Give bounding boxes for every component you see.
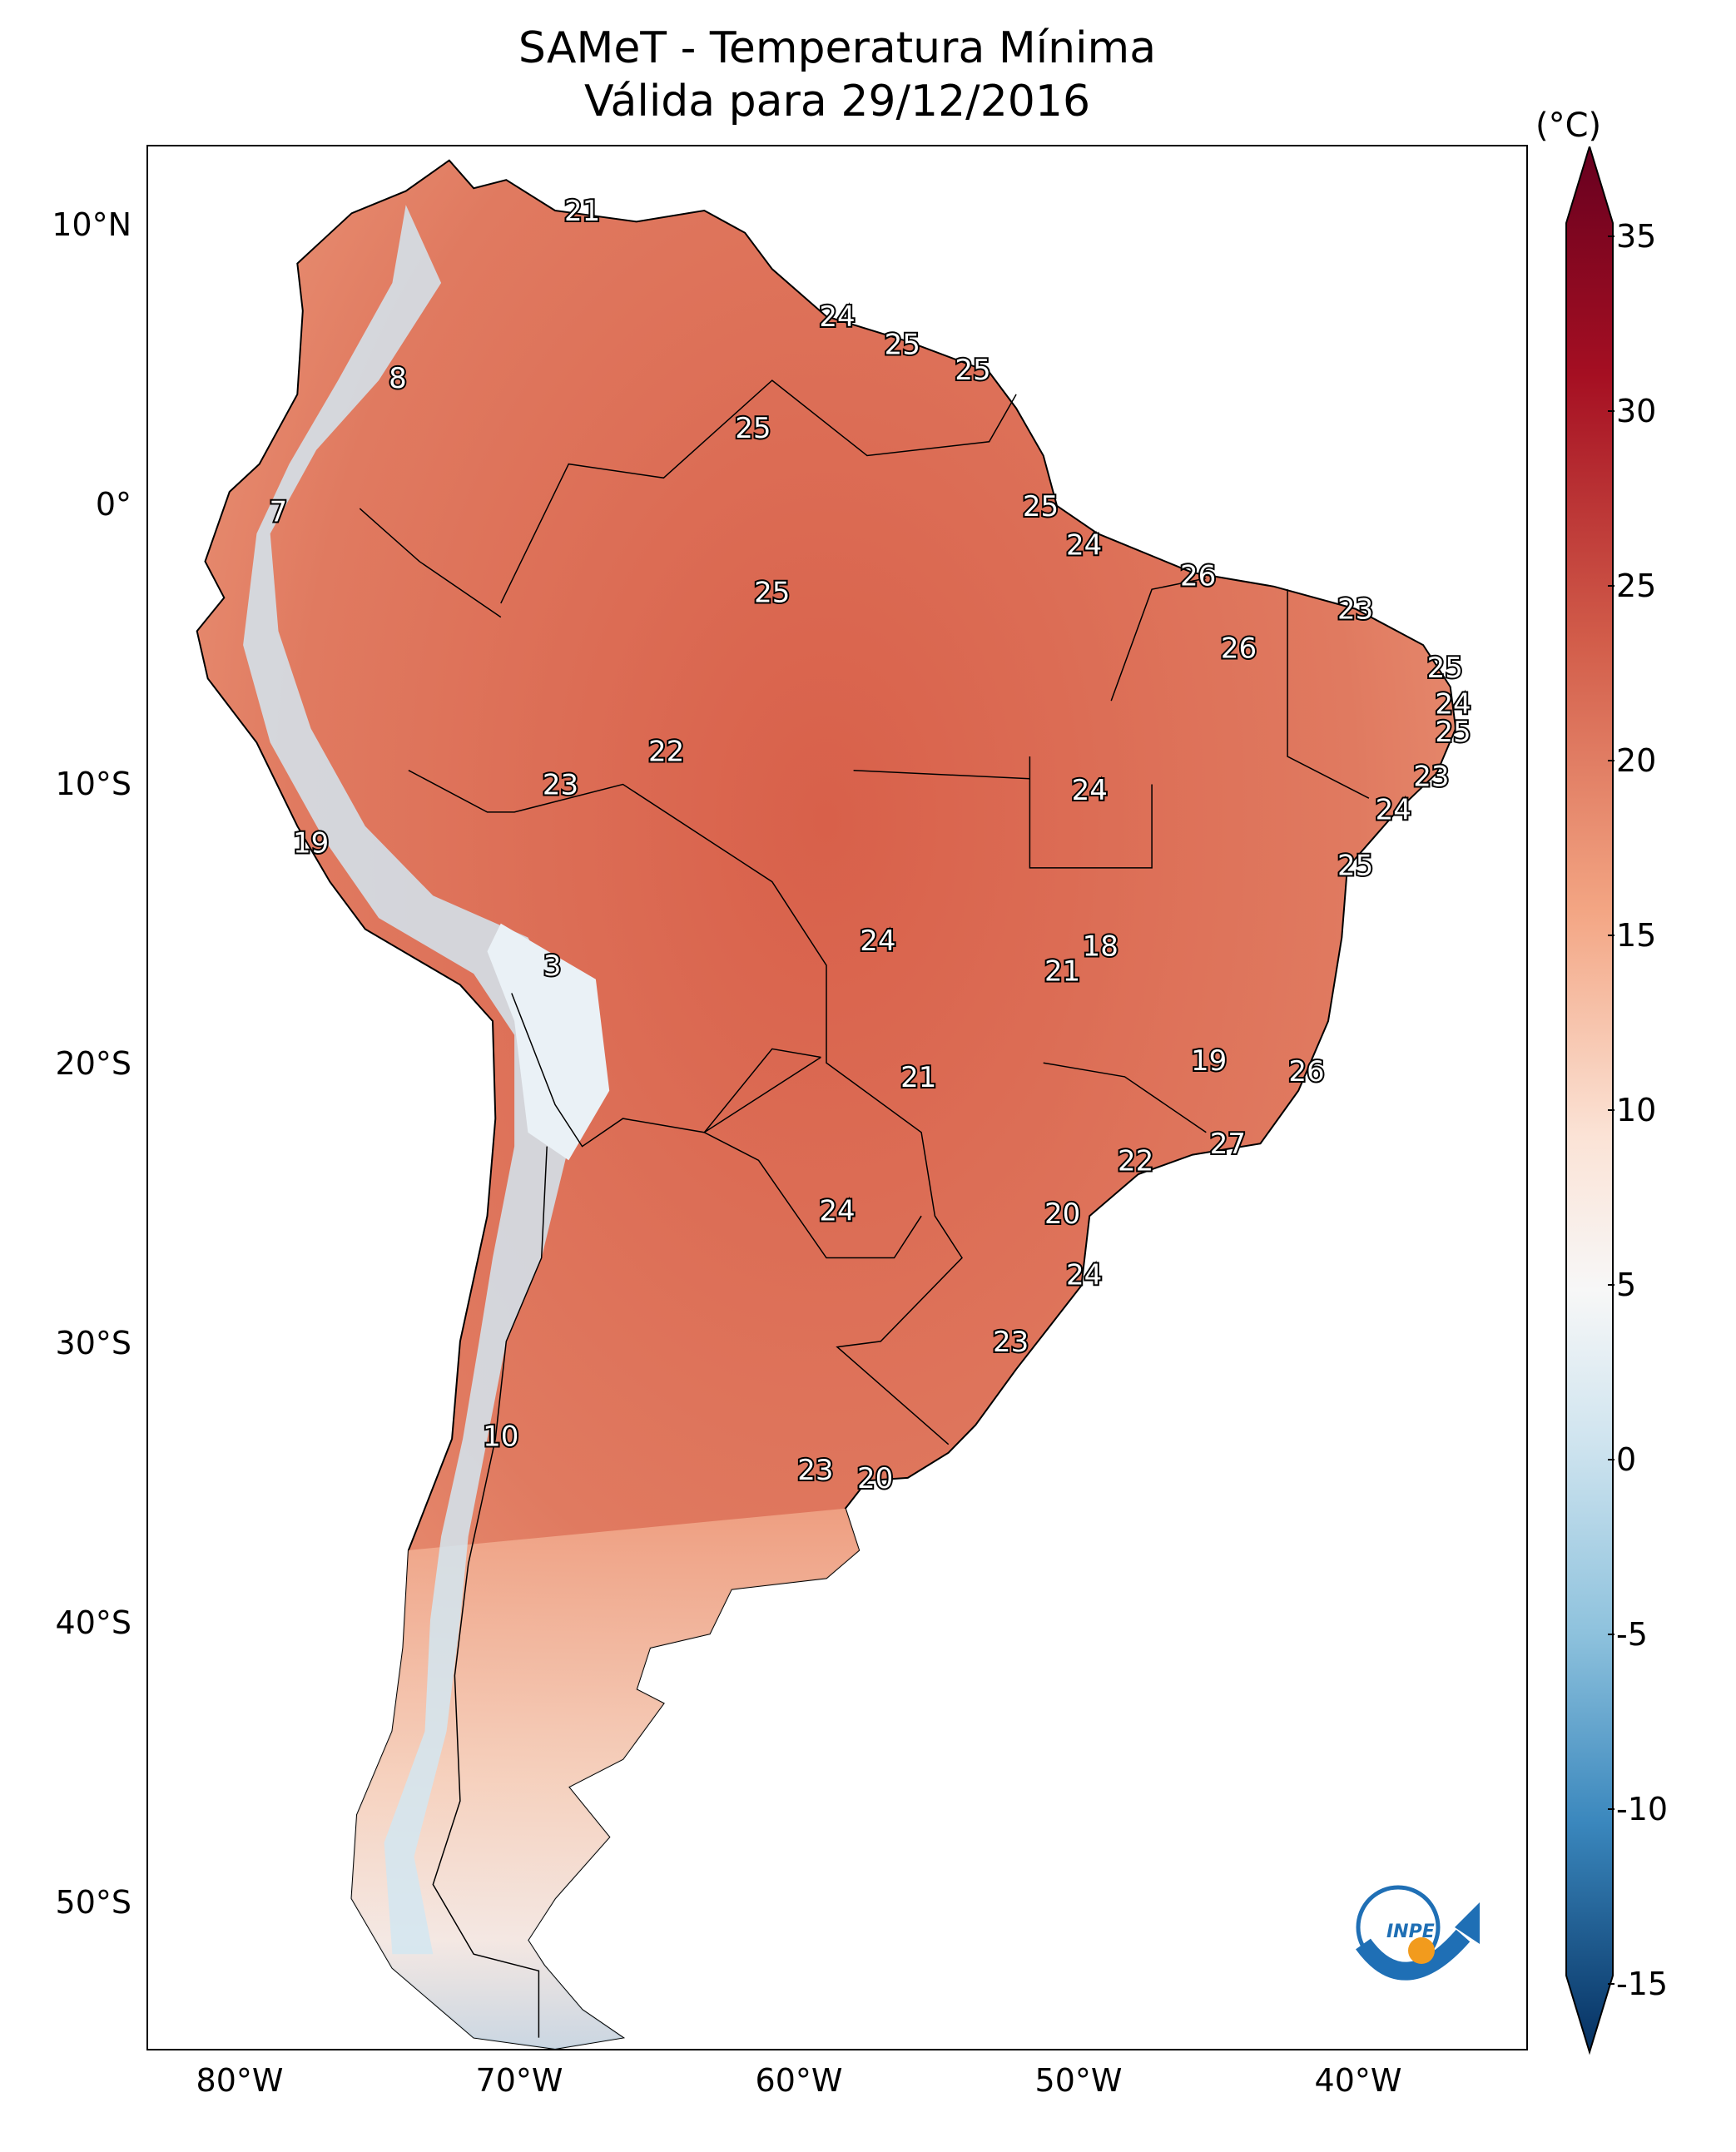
station-value-label: 20 — [1044, 1197, 1080, 1231]
continent-land — [196, 159, 1457, 2049]
inpe-logo-text: INPE — [1386, 1921, 1435, 1942]
colorbar-tick-minus15: -15 — [1616, 1966, 1669, 2002]
colorbar-tick-5: 5 — [1616, 1267, 1637, 1303]
station-value-label: 23 — [1413, 760, 1449, 793]
station-value-label: 24 — [1435, 687, 1471, 721]
border-line — [1287, 589, 1370, 799]
station-value-label: 22 — [648, 735, 684, 768]
colorbar-tick-35: 35 — [1616, 218, 1657, 255]
station-value-label: 24 — [1066, 1259, 1102, 1292]
colorbar-tick-15: 15 — [1616, 917, 1657, 954]
station-value-label: 24 — [1066, 529, 1102, 563]
lon-label-50w: 50°W — [1034, 2062, 1123, 2099]
map-subtitle: Válida para 29/12/2016 — [583, 77, 1091, 126]
station-value-label: 23 — [543, 769, 578, 802]
lat-label-0: 0° — [95, 486, 131, 523]
border-line — [1029, 756, 1153, 869]
border-line — [432, 1146, 548, 2038]
station-value-label: 25 — [885, 329, 920, 362]
colorbar-unit: (°C) — [1535, 107, 1602, 145]
station-value-label: 24 — [1376, 794, 1411, 827]
border-line — [1110, 578, 1207, 702]
map-title: SAMeT - Temperatura Mínima — [518, 23, 1157, 73]
station-value-label: 7 — [270, 496, 288, 529]
colorbar-tick-0: 0 — [1616, 1441, 1637, 1478]
station-value-label: 18 — [1083, 930, 1118, 964]
station-value-label: 23 — [993, 1326, 1029, 1359]
border-line — [702, 1056, 922, 1259]
station-value-label: 25 — [1427, 652, 1463, 685]
border-line — [500, 379, 1017, 604]
station-value-label: 23 — [1337, 593, 1373, 627]
altiplano-fill — [487, 923, 610, 1161]
border-line — [359, 508, 502, 618]
station-value-label: 24 — [819, 300, 855, 334]
colorbar-tick-10: 10 — [1616, 1092, 1657, 1128]
colorbar-tick-minus10: -10 — [1616, 1791, 1669, 1827]
station-value-label: 26 — [1288, 1055, 1324, 1088]
lat-label-30s: 30°S — [55, 1325, 131, 1361]
map-panel: 21 8 24 25 25 25 7 25 24 26 25 23 26 25 24 25 22 23 23 24 24… — [146, 145, 1528, 2050]
station-value-label: 25 — [754, 577, 790, 610]
lat-label-10s: 10°S — [55, 766, 131, 802]
station-value-label: 24 — [819, 1195, 855, 1228]
station-value-label: 26 — [1221, 632, 1257, 666]
border-line — [408, 770, 963, 1445]
patagonia-cool-region — [351, 1508, 860, 2049]
station-value-label: 24 — [1072, 774, 1108, 807]
border-line — [1043, 1062, 1207, 1133]
station-value-label: 27 — [1210, 1128, 1246, 1161]
station-value-label: 26 — [1180, 559, 1216, 593]
station-value-label: 19 — [1191, 1044, 1227, 1078]
lon-label-40w: 40°W — [1314, 2062, 1402, 2099]
station-value-label: 23 — [797, 1454, 833, 1487]
station-value-label: 3 — [543, 950, 562, 983]
lat-label-20s: 20°S — [55, 1045, 131, 1082]
station-value-label: 19 — [293, 827, 329, 860]
colorbar-tick-30: 30 — [1616, 393, 1657, 429]
station-value-label: 25 — [735, 412, 771, 445]
border-line — [853, 769, 1030, 780]
lat-label-40s: 40°S — [55, 1604, 131, 1641]
station-value-label: 10 — [483, 1421, 518, 1454]
lat-label-50s: 50°S — [55, 1884, 131, 1921]
andes-cold-band — [243, 205, 610, 1955]
station-value-label: 25 — [955, 354, 990, 387]
station-value-label: 21 — [564, 195, 600, 228]
station-value-label: 8 — [389, 362, 407, 395]
station-value-label: 25 — [1023, 490, 1059, 523]
country-state-borders — [359, 379, 1370, 2038]
colorbar — [1565, 146, 1614, 2055]
station-value-label: 25 — [1435, 716, 1471, 749]
colorbar-tick-minus5: -5 — [1616, 1616, 1648, 1653]
lon-label-70w: 70°W — [475, 2062, 563, 2099]
station-value-label: 21 — [1044, 955, 1080, 989]
lon-label-60w: 60°W — [755, 2062, 843, 2099]
colorbar-tick-25: 25 — [1616, 568, 1657, 604]
station-value-label: 22 — [1118, 1144, 1153, 1178]
station-value-label: 24 — [860, 925, 895, 958]
station-value-label: 25 — [1337, 850, 1373, 883]
station-value-label: 21 — [900, 1061, 936, 1094]
border-line — [511, 993, 821, 1148]
station-value-label: 20 — [857, 1462, 893, 1495]
inpe-logo: INPE — [1356, 1885, 1480, 1981]
colorbar-tick-20: 20 — [1616, 742, 1657, 779]
lat-label-10n: 10°N — [52, 206, 131, 243]
lon-label-80w: 80°W — [196, 2062, 284, 2099]
